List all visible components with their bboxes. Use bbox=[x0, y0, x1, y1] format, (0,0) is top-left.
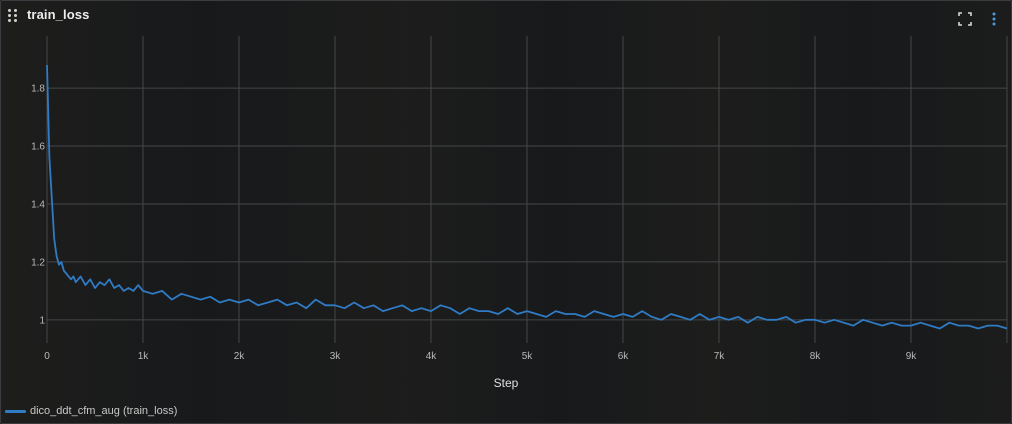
y-tick-label: 1.8 bbox=[31, 84, 45, 95]
y-tick-label: 1.4 bbox=[31, 199, 45, 210]
drag-handle-icon[interactable] bbox=[8, 9, 18, 23]
x-axis-ticks: 0 1k 2k 3k 4k 5k 6k 7k 8k 9k bbox=[44, 351, 917, 362]
x-tick-label: 5k bbox=[522, 351, 534, 362]
y-tick-label: 1.2 bbox=[31, 257, 45, 268]
x-tick-label: 9k bbox=[906, 351, 918, 362]
x-axis-label: Step bbox=[493, 376, 519, 390]
x-tick-label: 4k bbox=[426, 351, 438, 362]
series-line[interactable] bbox=[46, 64, 1008, 330]
more-vertical-icon[interactable] bbox=[986, 11, 1002, 27]
fullscreen-icon[interactable] bbox=[957, 11, 973, 27]
x-tick-label: 2k bbox=[234, 351, 246, 362]
y-axis-ticks: 1 1.2 1.4 1.6 1.8 bbox=[31, 84, 45, 327]
legend[interactable]: dico_ddt_cfm_aug (train_loss) bbox=[5, 405, 177, 417]
legend-label: dico_ddt_cfm_aug (train_loss) bbox=[30, 405, 178, 417]
x-tick-label: 7k bbox=[714, 351, 726, 362]
x-tick-label: 0 bbox=[44, 351, 50, 362]
y-tick-label: 1.6 bbox=[31, 142, 45, 153]
y-tick-label: 1 bbox=[39, 315, 45, 326]
x-tick-label: 6k bbox=[618, 351, 630, 362]
legend-swatch bbox=[5, 409, 26, 413]
x-tick-label: 3k bbox=[330, 351, 342, 362]
x-tick-label: 1k bbox=[138, 351, 150, 362]
x-tick-label: 8k bbox=[810, 351, 822, 362]
panel-title: train_loss bbox=[27, 7, 90, 22]
series-layer bbox=[46, 64, 1008, 330]
